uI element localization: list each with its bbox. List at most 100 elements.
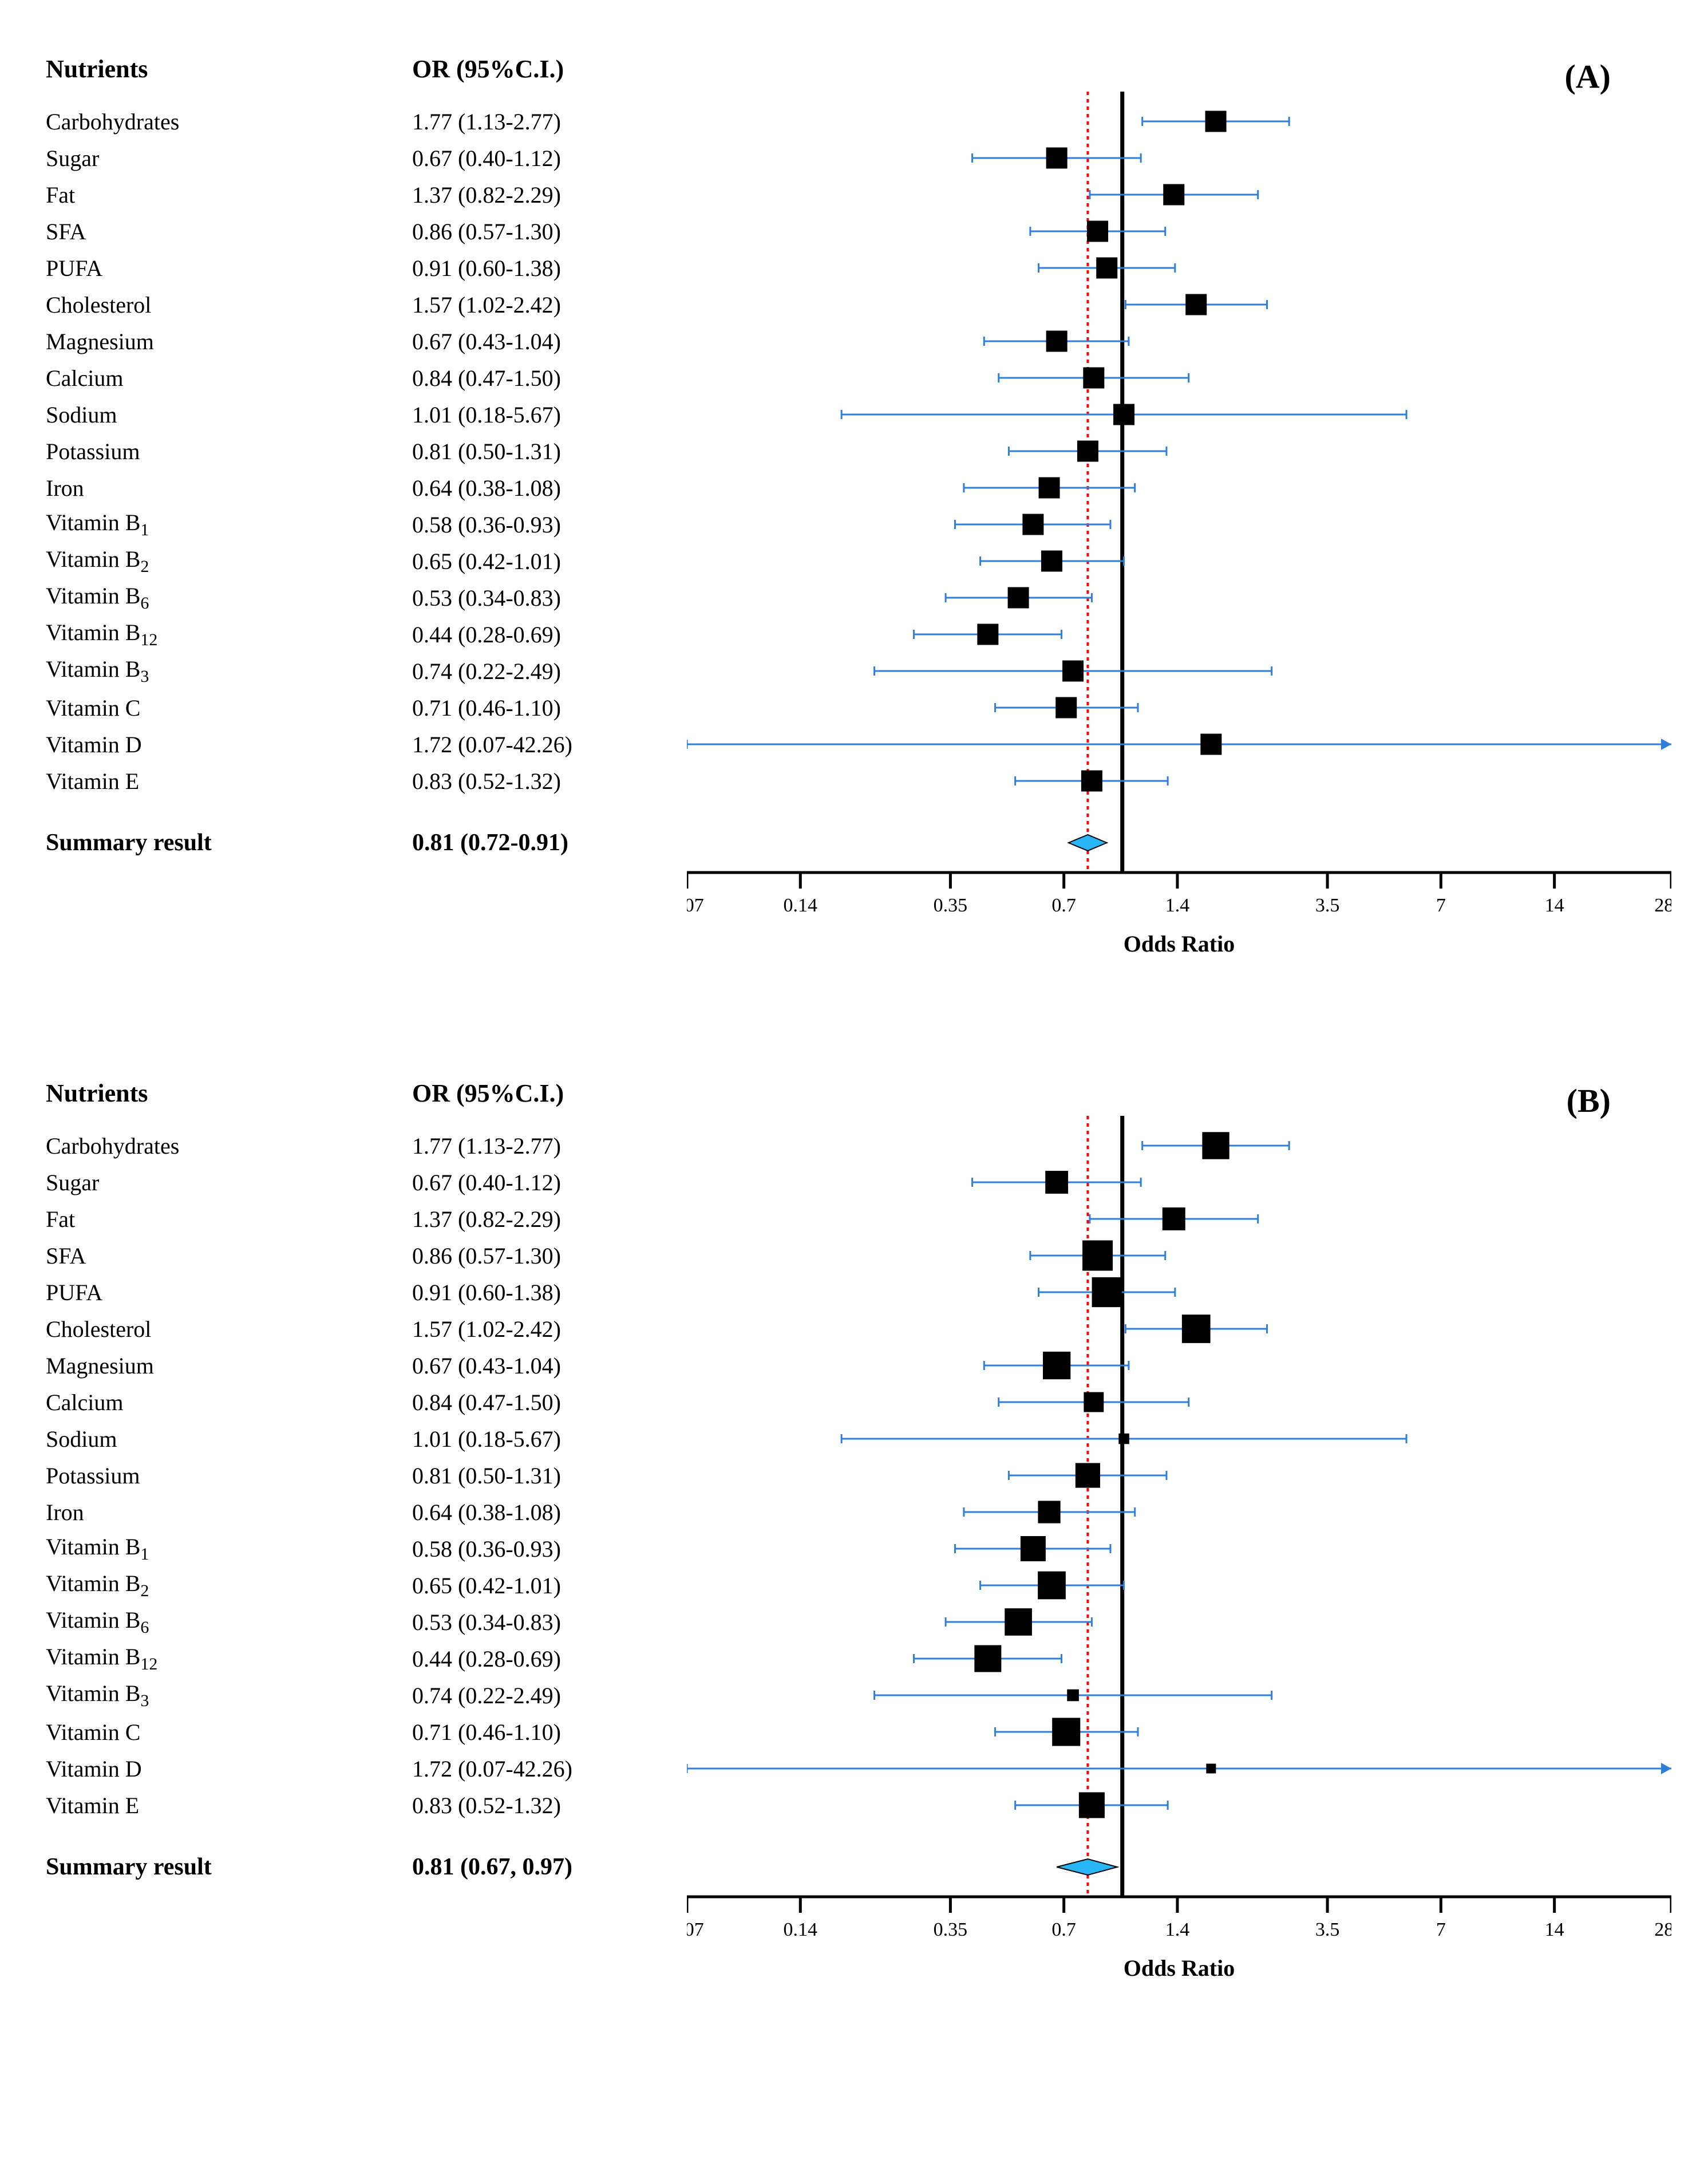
nutrient-name: Vitamin B1 <box>46 1533 412 1564</box>
nutrient-row: Vitamin B10.58 (0.36-0.93) <box>46 1530 664 1567</box>
axis-tick-label: 28.6 <box>1654 1919 1671 1940</box>
nutrient-name: Magnesium <box>46 1352 412 1379</box>
col-header-nutrients: Nutrients <box>46 1079 412 1108</box>
summary-row: Summary result0.81 (0.72-0.91) <box>46 824 664 861</box>
nutrient-name: Cholesterol <box>46 1316 412 1343</box>
nutrient-name: Vitamin B1 <box>46 509 412 540</box>
nutrient-name: Vitamin C <box>46 1719 412 1746</box>
axis-tick-label: 0.14 <box>784 1919 818 1940</box>
axis-title: Odds Ratio <box>1124 1955 1235 1981</box>
forest-point <box>1142 1132 1289 1159</box>
nutrient-row: Sodium1.01 (0.18-5.67) <box>46 1420 664 1457</box>
nutrient-row: Calcium0.84 (0.47-1.50) <box>46 1384 664 1420</box>
nutrient-row: Magnesium0.67 (0.43-1.04) <box>46 323 664 360</box>
nutrient-name: Sugar <box>46 145 412 172</box>
axis-tick-label: 0.07 <box>687 895 704 916</box>
nutrient-or-ci: 1.01 (0.18-5.67) <box>412 1426 664 1452</box>
nutrient-name: Vitamin D <box>46 731 412 758</box>
forest-point <box>1039 1277 1175 1307</box>
axis-tick-label: 3.5 <box>1315 895 1340 916</box>
forest-point <box>964 1501 1135 1523</box>
nutrient-row: Cholesterol1.57 (1.02-2.42) <box>46 286 664 323</box>
axis-tick-label: 3.5 <box>1315 1919 1340 1940</box>
nutrient-row: Vitamin B20.65 (0.42-1.01) <box>46 543 664 579</box>
nutrient-row: Sugar0.67 (0.40-1.12) <box>46 140 664 176</box>
nutrient-or-ci: 0.53 (0.34-0.83) <box>412 1609 664 1636</box>
nutrient-or-ci: 1.77 (1.13-2.77) <box>412 108 664 135</box>
nutrient-or-ci: 0.81 (0.50-1.31) <box>412 438 664 465</box>
nutrient-or-ci: 1.72 (0.07-42.26) <box>412 1755 664 1782</box>
nutrient-or-ci: 0.67 (0.43-1.04) <box>412 328 664 355</box>
axis-tick-label: 14 <box>1545 1919 1564 1940</box>
summary-label: Summary result <box>46 829 412 856</box>
nutrient-or-ci: 0.91 (0.60-1.38) <box>412 1279 664 1306</box>
nutrient-or-ci: 0.58 (0.36-0.93) <box>412 511 664 538</box>
forest-point <box>980 1572 1124 1599</box>
nutrient-row: Vitamin B60.53 (0.34-0.83) <box>46 579 664 616</box>
nutrient-or-ci: 0.53 (0.34-0.83) <box>412 585 664 611</box>
axis-tick-label: 0.14 <box>784 895 818 916</box>
nutrient-or-ci: 1.72 (0.07-42.26) <box>412 731 664 758</box>
nutrient-name: Carbohydrates <box>46 1132 412 1159</box>
col-header-nutrients: Nutrients <box>46 54 412 84</box>
nutrient-row: Sugar0.67 (0.40-1.12) <box>46 1164 664 1201</box>
nutrient-row: Vitamin D1.72 (0.07-42.26) <box>46 1750 664 1787</box>
col-header-or: OR (95%C.I.) <box>412 1079 664 1108</box>
axis-tick-label: 0.35 <box>934 1919 968 1940</box>
nutrient-row: Carbohydrates1.77 (1.13-2.77) <box>46 103 664 140</box>
nutrient-name: Fat <box>46 181 412 208</box>
nutrient-row: Vitamin D1.72 (0.07-42.26) <box>46 726 664 763</box>
nutrient-name: Vitamin B12 <box>46 619 412 650</box>
nutrient-or-ci: 0.86 (0.57-1.30) <box>412 218 664 245</box>
forest-point <box>841 404 1406 425</box>
nutrient-name: SFA <box>46 1242 412 1269</box>
forest-point <box>964 477 1135 498</box>
nutrient-name: Calcium <box>46 1389 412 1416</box>
nutrient-name: Potassium <box>46 1462 412 1489</box>
forest-plot-panel-A: (A)NutrientsOR (95%C.I.)Carbohydrates1.7… <box>46 46 1662 1001</box>
nutrient-or-ci: 1.01 (0.18-5.67) <box>412 401 664 428</box>
nutrient-row: Magnesium0.67 (0.43-1.04) <box>46 1347 664 1384</box>
forest-point <box>687 734 1671 755</box>
summary-or-ci: 0.81 (0.72-0.91) <box>412 829 664 856</box>
forest-point <box>984 331 1129 352</box>
nutrient-name: Fat <box>46 1206 412 1233</box>
nutrient-row: Iron0.64 (0.38-1.08) <box>46 1494 664 1530</box>
forest-point <box>972 1171 1141 1194</box>
nutrient-or-ci: 0.84 (0.47-1.50) <box>412 365 664 392</box>
nutrient-row: Carbohydrates1.77 (1.13-2.77) <box>46 1127 664 1164</box>
nutrient-name: Vitamin E <box>46 768 412 795</box>
nutrient-or-ci: 0.64 (0.38-1.08) <box>412 1499 664 1526</box>
nutrient-name: Sodium <box>46 1426 412 1452</box>
axis-tick-label: 0.07 <box>687 1919 704 1940</box>
nutrient-or-ci: 0.83 (0.52-1.32) <box>412 768 664 795</box>
forest-point <box>841 1434 1406 1443</box>
nutrient-name: Vitamin B2 <box>46 1570 412 1601</box>
nutrient-row: Vitamin B30.74 (0.22-2.49) <box>46 653 664 689</box>
nutrient-name: Vitamin B6 <box>46 582 412 613</box>
nutrient-or-ci: 0.74 (0.22-2.49) <box>412 658 664 685</box>
forest-point <box>1030 221 1165 242</box>
nutrient-name: Vitamin E <box>46 1792 412 1819</box>
nutrient-or-ci: 0.67 (0.40-1.12) <box>412 145 664 172</box>
nutrient-name: Sodium <box>46 401 412 428</box>
axis-tick-label: 1.4 <box>1165 1919 1189 1940</box>
nutrient-row: Fat1.37 (0.82-2.29) <box>46 1201 664 1237</box>
nutrient-row: Vitamin B30.74 (0.22-2.49) <box>46 1677 664 1714</box>
forest-point <box>875 1690 1272 1701</box>
axis-tick-label: 0.35 <box>934 895 968 916</box>
nutrient-or-ci: 0.91 (0.60-1.38) <box>412 255 664 282</box>
nutrient-row: Cholesterol1.57 (1.02-2.42) <box>46 1311 664 1347</box>
forest-point <box>914 1645 1062 1672</box>
nutrient-or-ci: 0.81 (0.50-1.31) <box>412 1462 664 1489</box>
nutrient-name: PUFA <box>46 255 412 282</box>
nutrient-or-ci: 0.44 (0.28-0.69) <box>412 621 664 648</box>
nutrient-row: Vitamin C0.71 (0.46-1.10) <box>46 689 664 726</box>
nutrient-name: Potassium <box>46 438 412 465</box>
forest-point <box>999 1392 1189 1412</box>
nutrient-or-ci: 0.84 (0.47-1.50) <box>412 1389 664 1416</box>
nutrient-name: Cholesterol <box>46 291 412 318</box>
forest-point <box>1090 1208 1258 1230</box>
axis-tick-label: 28.6 <box>1654 895 1671 916</box>
axis-title: Odds Ratio <box>1124 931 1235 957</box>
